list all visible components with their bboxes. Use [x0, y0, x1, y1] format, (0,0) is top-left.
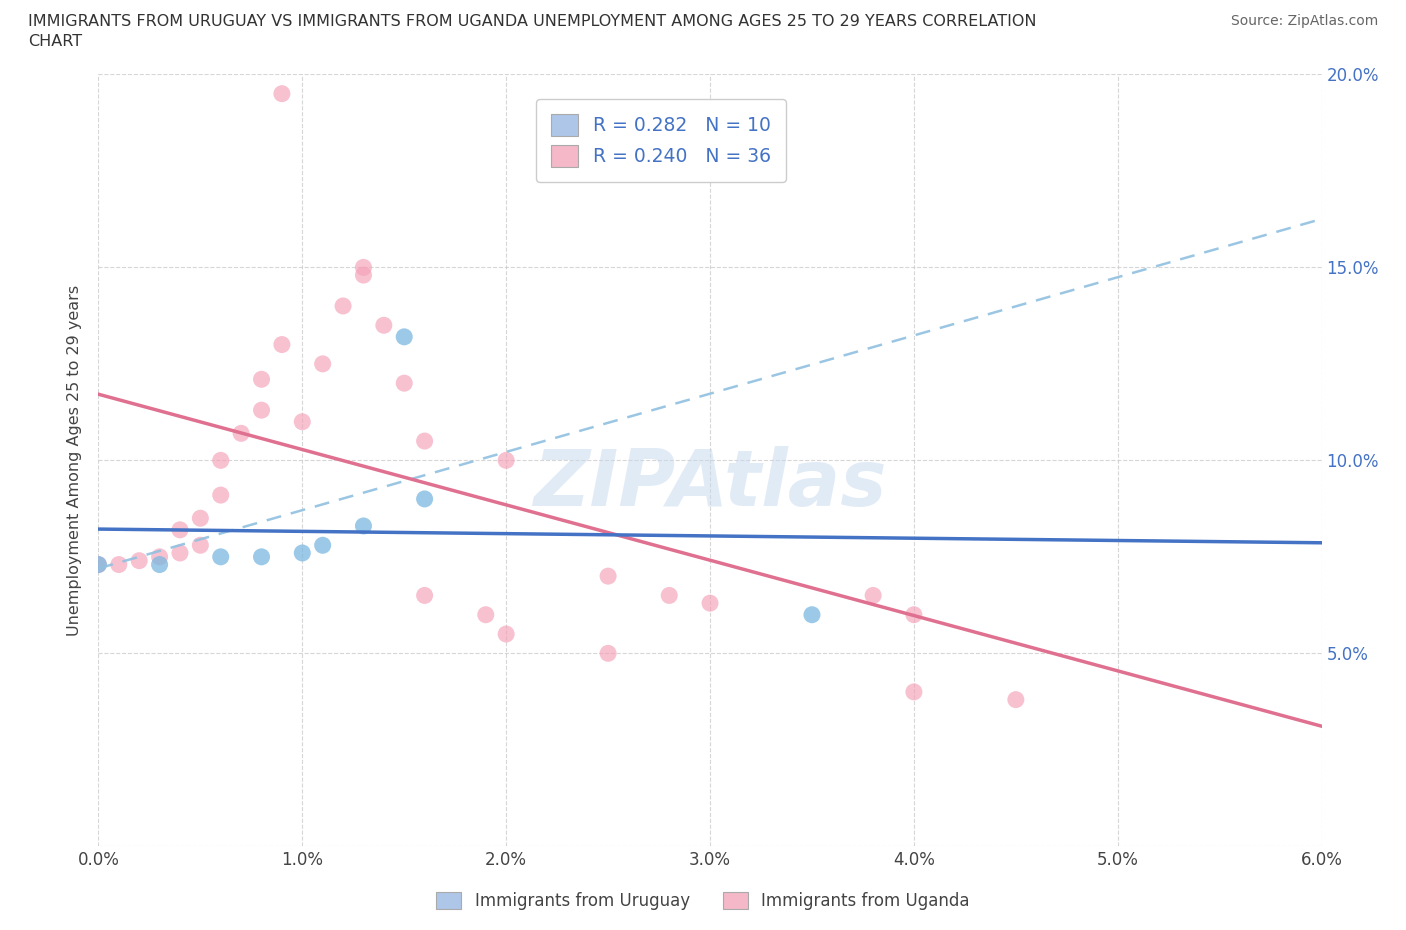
Point [169, 523, 191, 538]
Point [149, 557, 172, 572]
Point [270, 338, 292, 352]
Point [1004, 692, 1026, 707]
Point [598, 568, 620, 584]
Point [413, 588, 436, 603]
Point [658, 588, 681, 603]
Point [392, 376, 416, 391]
Point [270, 86, 292, 101]
Point [332, 299, 354, 313]
Point [291, 29, 314, 44]
Point [250, 550, 273, 565]
Point [392, 329, 416, 344]
Point [413, 491, 436, 506]
Point [598, 646, 620, 661]
Legend: Immigrants from Uruguay, Immigrants from Uganda: Immigrants from Uruguay, Immigrants from… [429, 885, 977, 917]
Text: IMMIGRANTS FROM URUGUAY VS IMMIGRANTS FROM UGANDA UNEMPLOYMENT AMONG AGES 25 TO : IMMIGRANTS FROM URUGUAY VS IMMIGRANTS FR… [28, 14, 1036, 29]
Point [231, 426, 253, 441]
Point [250, 372, 273, 387]
Point [311, 538, 335, 552]
Point [149, 550, 172, 565]
Point [87, 557, 110, 572]
Text: Source: ZipAtlas.com: Source: ZipAtlas.com [1230, 14, 1378, 28]
Point [699, 596, 721, 611]
Text: CHART: CHART [28, 34, 82, 49]
Point [291, 546, 314, 561]
Point [209, 487, 232, 502]
Point [169, 546, 191, 561]
Point [87, 557, 110, 572]
Point [413, 433, 436, 448]
Legend: R = 0.282   N = 10, R = 0.240   N = 36: R = 0.282 N = 10, R = 0.240 N = 36 [537, 100, 786, 182]
Point [291, 415, 314, 430]
Point [801, 607, 824, 622]
Point [903, 607, 925, 622]
Point [188, 538, 212, 552]
Point [311, 356, 335, 371]
Point [108, 557, 131, 572]
Point [209, 550, 232, 565]
Y-axis label: Unemployment Among Ages 25 to 29 years: Unemployment Among Ages 25 to 29 years [67, 285, 83, 636]
Point [495, 453, 517, 468]
Point [352, 519, 374, 534]
Point [474, 607, 498, 622]
Point [495, 627, 517, 642]
Point [352, 260, 374, 275]
Point [250, 403, 273, 418]
Point [188, 511, 212, 525]
Point [209, 453, 232, 468]
Point [903, 684, 925, 699]
Point [373, 318, 395, 333]
Text: ZIPAtlas: ZIPAtlas [533, 445, 887, 522]
Point [352, 268, 374, 283]
Point [128, 553, 150, 568]
Point [862, 588, 884, 603]
